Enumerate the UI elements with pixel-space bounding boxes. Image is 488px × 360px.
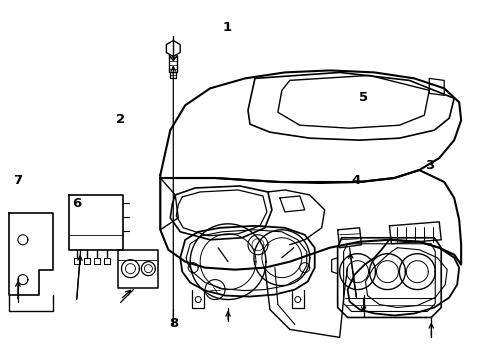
Text: 4: 4 — [351, 174, 361, 186]
Text: 1: 1 — [223, 21, 231, 34]
Text: 7: 7 — [13, 174, 22, 186]
Text: 8: 8 — [169, 317, 178, 330]
Text: 3: 3 — [424, 159, 433, 172]
Text: 6: 6 — [72, 197, 81, 210]
Text: 2: 2 — [116, 113, 124, 126]
Text: 5: 5 — [359, 91, 367, 104]
